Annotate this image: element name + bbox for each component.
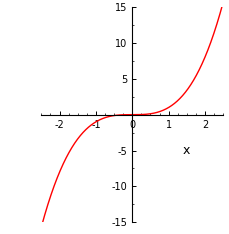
Text: x: x	[182, 144, 190, 157]
